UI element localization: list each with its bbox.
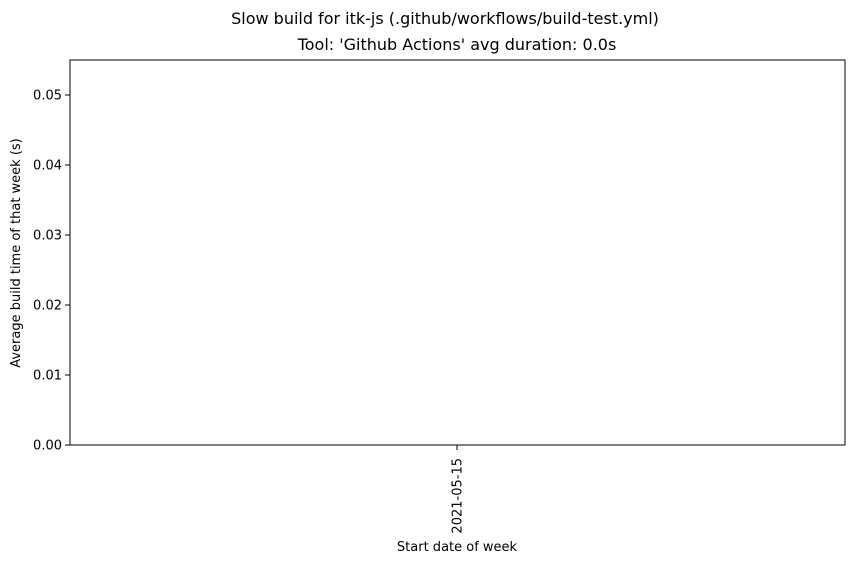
x-axis-label: Start date of week xyxy=(397,540,518,555)
y-tick-label: 0.02 xyxy=(33,299,62,314)
y-tick-label: 0.03 xyxy=(33,229,62,244)
y-axis-label: Average build time of that week (s) xyxy=(9,138,24,368)
figure-suptitle: Slow build for itk-js (.github/workflows… xyxy=(231,9,659,28)
x-tick-label: 2021-05-15 xyxy=(451,458,466,534)
y-axis-ticks: 0.00 0.01 0.02 0.03 0.04 0.05 xyxy=(33,89,70,454)
chart-title: Tool: 'Github Actions' avg duration: 0.0… xyxy=(297,35,617,54)
y-tick-label: 0.00 xyxy=(33,439,62,454)
x-axis-ticks: 2021-05-15 xyxy=(451,445,466,534)
y-tick-label: 0.05 xyxy=(33,89,62,104)
y-tick-label: 0.04 xyxy=(33,159,62,174)
y-tick-label: 0.01 xyxy=(33,369,62,384)
plot-area xyxy=(69,59,846,446)
